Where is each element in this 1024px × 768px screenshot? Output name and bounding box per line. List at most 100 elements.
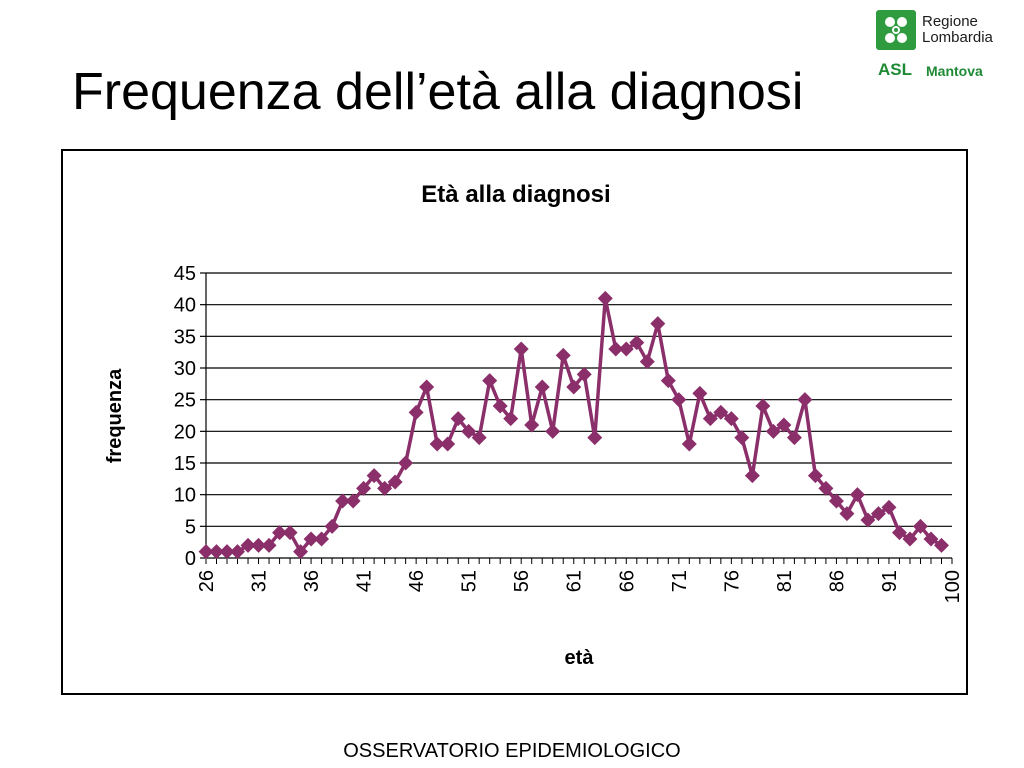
- data-point: [786, 430, 802, 446]
- data-point: [912, 518, 928, 534]
- y-tick-label: 35: [174, 326, 196, 348]
- age-at-diagnosis-chart: Età alla diagnosi età frequenza 0 5 10 15 20…: [104, 181, 964, 669]
- data-point: [272, 525, 288, 541]
- data-point: [597, 290, 613, 306]
- data-point: [230, 544, 246, 560]
- logo-line2: Lombardia: [922, 29, 993, 46]
- data-point: [681, 436, 697, 452]
- y-tick-label: 0: [185, 548, 196, 570]
- data-point: [713, 404, 729, 420]
- data-point: [807, 468, 823, 484]
- lombardia-rose-icon: [876, 10, 916, 50]
- data-point: [324, 518, 340, 534]
- y-tick-label: 15: [174, 453, 196, 475]
- data-point: [828, 493, 844, 509]
- data-point: [335, 493, 351, 509]
- x-tick-label: 26: [196, 570, 218, 592]
- y-axis-label: frequenza: [104, 368, 126, 463]
- slide-title: Frequenza dell’età alla diagnosi: [72, 63, 804, 121]
- data-point: [534, 379, 550, 395]
- data-point: [566, 379, 582, 395]
- data-point: [377, 480, 393, 496]
- x-tick-label: 86: [826, 570, 848, 592]
- data-point: [744, 468, 760, 484]
- data-point: [692, 385, 708, 401]
- data-point: [356, 480, 372, 496]
- data-point: [860, 512, 876, 528]
- x-tick-label: 36: [301, 570, 323, 592]
- data-point: [345, 493, 361, 509]
- data-point: [545, 423, 561, 439]
- x-tick-label: 76: [721, 570, 743, 592]
- data-point: [492, 398, 508, 414]
- x-tick-label: 46: [406, 570, 428, 592]
- data-point: [219, 544, 235, 560]
- data-point: [261, 537, 277, 553]
- data-point: [450, 411, 466, 427]
- y-tick-label: 25: [174, 390, 196, 412]
- data-point: [797, 392, 813, 408]
- data-point: [198, 544, 214, 560]
- data-point: [723, 411, 739, 427]
- chart-title: Età alla diagnosi: [421, 181, 610, 208]
- y-tick-label: 30: [174, 358, 196, 380]
- data-point: [303, 531, 319, 547]
- logo-line1: Regione: [922, 13, 978, 30]
- data-point: [671, 392, 687, 408]
- data-point: [513, 341, 529, 357]
- data-point: [251, 537, 267, 553]
- y-tick-label: 45: [174, 263, 196, 285]
- data-point: [471, 430, 487, 446]
- x-tick-label: 66: [616, 570, 638, 592]
- data-point: [891, 525, 907, 541]
- data-point: [881, 499, 897, 515]
- data-point: [524, 417, 540, 433]
- data-point: [503, 411, 519, 427]
- data-point: [408, 404, 424, 420]
- data-point: [398, 455, 414, 471]
- x-tick-label: 56: [511, 570, 533, 592]
- data-point: [387, 474, 403, 490]
- data-point: [419, 379, 435, 395]
- data-point: [314, 531, 330, 547]
- data-point: [461, 423, 477, 439]
- data-point: [765, 423, 781, 439]
- data-point: [240, 537, 256, 553]
- data-point: [755, 398, 771, 414]
- data-point: [734, 430, 750, 446]
- data-point: [629, 335, 645, 351]
- y-tick-label: 40: [174, 295, 196, 317]
- y-tick-label: 5: [185, 516, 196, 538]
- data-point: [639, 354, 655, 370]
- regione-lombardia-logo: Regione Lombardia ASL Mantova: [872, 8, 1022, 90]
- data-point: [839, 506, 855, 522]
- data-point: [902, 531, 918, 547]
- data-point: [482, 373, 498, 389]
- x-tick-label: 81: [774, 570, 796, 592]
- data-point: [702, 411, 718, 427]
- data-point: [650, 316, 666, 332]
- data-point: [818, 480, 834, 496]
- chart-frame: Età alla diagnosi età frequenza 0 5 10 15 20…: [61, 149, 968, 695]
- data-point: [576, 366, 592, 382]
- data-point: [849, 487, 865, 503]
- y-tick-label: 10: [174, 485, 196, 507]
- data-point: [776, 417, 792, 433]
- data-point: [923, 531, 939, 547]
- data-point: [660, 373, 676, 389]
- x-tick-label: 91: [879, 570, 901, 592]
- x-tick-label: 100: [942, 570, 964, 603]
- data-point: [282, 525, 298, 541]
- data-point: [429, 436, 445, 452]
- data-point: [587, 430, 603, 446]
- data-point: [933, 537, 949, 553]
- x-tick-label: 71: [669, 570, 691, 592]
- x-axis-label: età: [565, 647, 595, 669]
- data-point: [209, 544, 225, 560]
- logo-city: Mantova: [926, 63, 983, 79]
- data-point: [366, 468, 382, 484]
- data-point: [618, 341, 634, 357]
- data-point: [870, 506, 886, 522]
- x-tick-label: 31: [249, 570, 271, 592]
- x-tick-label: 51: [459, 570, 481, 592]
